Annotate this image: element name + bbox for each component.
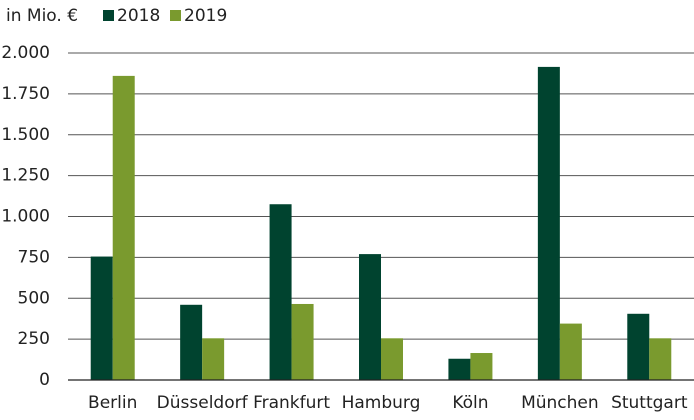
legend-swatch — [103, 10, 114, 21]
y-tick-label: 1.250 — [1, 166, 50, 186]
legend-label: 2019 — [184, 6, 227, 26]
bar — [112, 75, 135, 380]
bar — [202, 338, 225, 380]
bar — [90, 256, 113, 380]
bar — [627, 313, 650, 380]
x-tick-label: München — [521, 393, 599, 413]
y-tick-label: 1.000 — [1, 207, 50, 227]
bar — [448, 358, 471, 380]
y-axis-label: in Mio. € — [6, 6, 78, 26]
legend-swatch — [170, 10, 181, 21]
x-tick-label: Köln — [452, 393, 488, 413]
bar — [381, 338, 403, 380]
y-tick-label: 750 — [18, 247, 50, 267]
bar — [359, 254, 381, 380]
bar — [180, 304, 203, 380]
bar — [470, 353, 493, 380]
y-tick-label: 1.500 — [1, 125, 50, 145]
bar — [649, 338, 672, 380]
bar — [537, 66, 560, 381]
x-tick-label: Düsseldorf — [157, 393, 249, 413]
bar — [269, 204, 292, 380]
y-tick-label: 1.750 — [1, 84, 50, 104]
x-tick-label: Stuttgart — [611, 393, 688, 413]
x-tick-label: Frankfurt — [253, 393, 330, 413]
x-tick-label: Hamburg — [342, 393, 421, 413]
y-tick-label: 2.000 — [1, 43, 50, 63]
x-tick-label: Berlin — [88, 393, 137, 413]
y-tick-label: 250 — [18, 329, 50, 349]
bar — [559, 323, 582, 380]
y-tick-label: 0 — [39, 370, 50, 390]
bar — [291, 303, 314, 380]
y-tick-label: 500 — [18, 288, 50, 308]
legend-label: 2018 — [117, 6, 160, 26]
